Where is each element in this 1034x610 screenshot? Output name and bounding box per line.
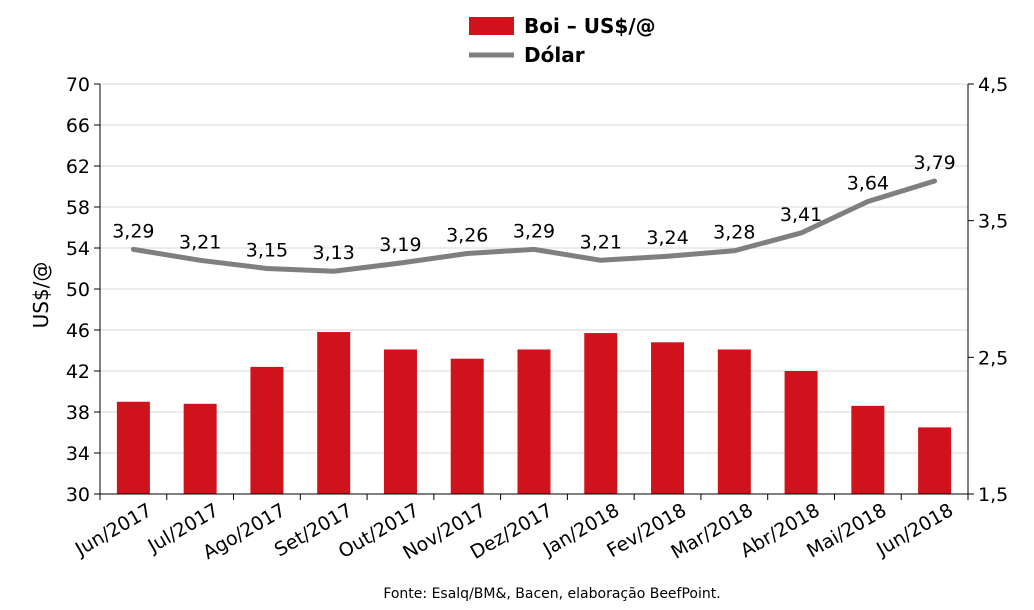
data-label: 3,29 — [513, 220, 555, 242]
x-axis-ticks: Jun/2017Jul/2017Ago/2017Set/2017Out/2017… — [71, 494, 969, 564]
line-point — [733, 249, 736, 252]
line-point — [533, 248, 535, 251]
line-point — [332, 270, 335, 273]
data-label: 3,21 — [580, 231, 622, 253]
y-tick-label: 62 — [66, 156, 90, 178]
x-tick-label: Jun/2018 — [872, 499, 957, 561]
y-tick-label: 54 — [66, 238, 90, 260]
y-tick-label: 70 — [66, 74, 90, 96]
line-series — [130, 178, 938, 274]
y2-tick-label: 4,5 — [978, 74, 1008, 96]
legend-swatch-bar — [469, 17, 514, 35]
data-label: 3,64 — [847, 173, 889, 195]
data-label: 3,41 — [780, 204, 822, 226]
y-axis-title: US$/@ — [29, 262, 53, 329]
line-data-labels: 3,29 3,21 3,15 3,13 3,19 3,26 3,29 3,21 3,24 3,28… — [112, 152, 956, 264]
legend-label-dolar: Dólar — [524, 43, 585, 67]
y-tick-label: 46 — [66, 320, 90, 342]
bar — [717, 349, 751, 494]
bars — [116, 332, 952, 494]
data-label: 3,13 — [313, 242, 355, 264]
legend-label-boi: Boi – US$/@ — [524, 14, 656, 38]
data-label: 3,24 — [646, 227, 688, 249]
line-point — [399, 262, 402, 265]
bar — [584, 333, 618, 494]
data-label: 3,28 — [713, 222, 755, 244]
source-note: Fonte: Esalq/BM&, Bacen, elaboração Beef… — [383, 586, 720, 602]
left-axis-ticks: 30 34 38 42 46 50 54 58 62 66 70 — [66, 74, 100, 506]
data-label: 3,79 — [913, 152, 955, 174]
bar — [317, 332, 351, 494]
bar — [383, 349, 417, 494]
line-point — [199, 259, 202, 262]
bar — [651, 342, 685, 494]
line-point — [466, 252, 469, 255]
y2-tick-label: 3,5 — [978, 211, 1008, 233]
right-axis-ticks: 1,5 2,5 3,5 4,5 — [968, 74, 1008, 506]
line-point — [599, 259, 602, 262]
line-point — [132, 248, 135, 251]
y-tick-label: 42 — [66, 361, 90, 383]
data-label: 3,15 — [246, 240, 288, 262]
legend: Boi – US$/@ Dólar — [469, 14, 656, 67]
line-point — [666, 255, 669, 258]
bar — [250, 366, 284, 494]
line-point — [265, 267, 268, 270]
bar — [517, 349, 551, 494]
bar — [183, 403, 217, 494]
bar — [918, 427, 952, 494]
y-tick-label: 66 — [66, 115, 90, 137]
data-label: 3,26 — [446, 224, 488, 246]
line-point — [866, 200, 869, 203]
data-label: 3,21 — [179, 231, 221, 253]
bar — [784, 371, 818, 494]
bar — [116, 401, 150, 494]
line-point — [800, 231, 803, 234]
line-point — [933, 180, 936, 183]
bar — [450, 358, 484, 494]
data-label: 3,29 — [112, 220, 154, 242]
y2-tick-label: 2,5 — [978, 347, 1008, 369]
y-tick-label: 30 — [66, 484, 90, 506]
y2-tick-label: 1,5 — [978, 484, 1008, 506]
y-tick-label: 38 — [66, 402, 90, 424]
y-tick-label: 58 — [66, 197, 90, 219]
data-label: 3,19 — [379, 234, 421, 256]
x-tick-label: Jun/2017 — [71, 499, 156, 561]
y-tick-label: 34 — [66, 443, 90, 465]
bar — [851, 405, 885, 494]
y-tick-label: 50 — [66, 279, 90, 301]
